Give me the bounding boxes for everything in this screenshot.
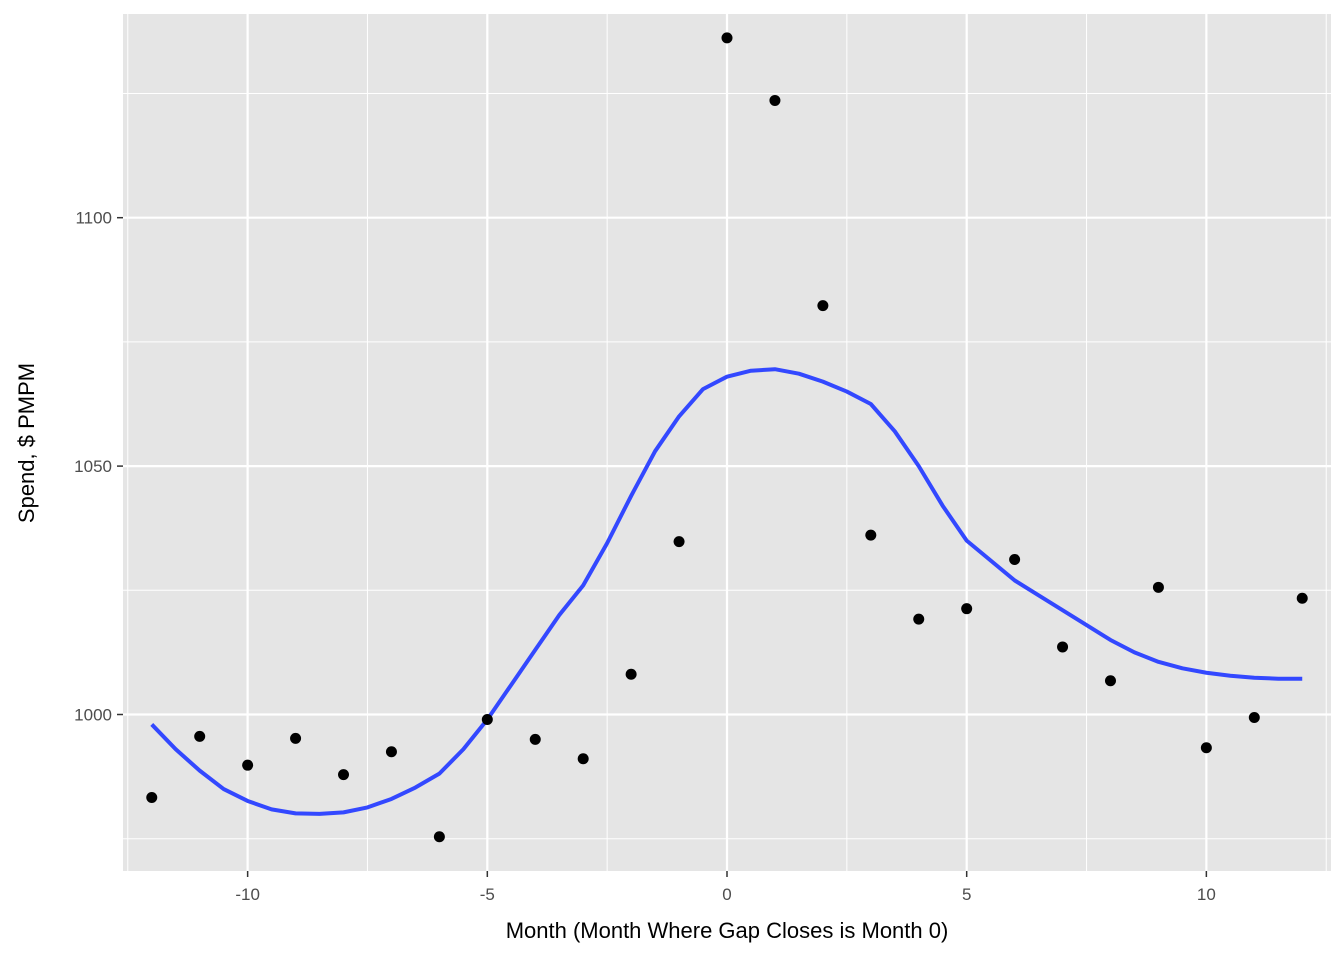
- data-point: [433, 831, 445, 843]
- y-axis: 1000 1050 1100: [74, 209, 123, 725]
- data-point: [817, 300, 829, 312]
- data-point: [1200, 742, 1212, 754]
- x-tick-label: -5: [480, 885, 495, 904]
- x-tick-label: 0: [722, 885, 731, 904]
- data-point: [146, 791, 158, 803]
- x-axis-title: Month (Month Where Gap Closes is Month 0…: [506, 918, 949, 943]
- grid-major: [123, 14, 1331, 871]
- data-point: [194, 730, 206, 742]
- x-tick-label: 10: [1197, 885, 1216, 904]
- data-point: [481, 713, 493, 725]
- data-point: [865, 529, 877, 541]
- y-axis-title: Spend, $ PMPM: [14, 363, 39, 523]
- points-layer: [146, 32, 1308, 843]
- smooth-layer: [150, 367, 1303, 816]
- data-point: [673, 536, 685, 548]
- data-point: [769, 94, 781, 106]
- x-axis: -10 -5 0 5 10: [235, 871, 1216, 904]
- data-point: [1057, 641, 1069, 653]
- data-point: [1152, 581, 1164, 593]
- data-point: [913, 613, 925, 625]
- data-point: [577, 753, 589, 765]
- x-tick-label: -10: [235, 885, 260, 904]
- y-tick-label: 1000: [74, 706, 112, 725]
- data-point: [529, 733, 541, 745]
- data-point: [1248, 711, 1260, 723]
- y-tick-label: 1050: [74, 457, 112, 476]
- data-point: [385, 746, 397, 758]
- data-point: [338, 769, 350, 781]
- data-point: [721, 32, 733, 44]
- data-point: [1296, 592, 1308, 604]
- y-tick-label: 1100: [75, 209, 112, 228]
- x-tick-label: 5: [962, 885, 971, 904]
- data-point: [1104, 675, 1116, 687]
- data-point: [1009, 553, 1021, 565]
- data-point: [242, 759, 254, 771]
- data-point: [625, 668, 637, 680]
- smooth-line: [150, 367, 1303, 816]
- data-point: [290, 732, 302, 744]
- data-point: [961, 603, 973, 615]
